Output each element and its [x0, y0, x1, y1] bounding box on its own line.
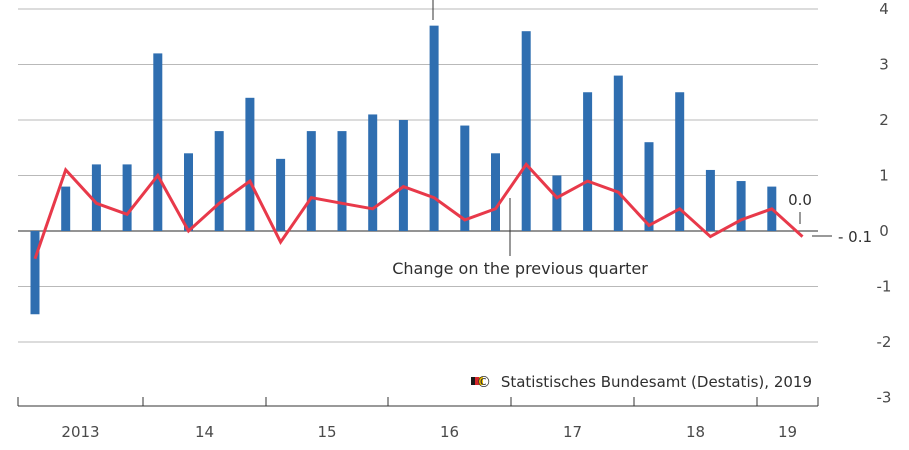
y-axis-tick-labels: 4 3 2 1 0 -1 -2 -3 [877, 0, 892, 407]
x-year-label: 2013 [61, 423, 99, 441]
bar [306, 131, 316, 231]
y-tick-label: 0 [879, 222, 889, 240]
bar [30, 231, 40, 315]
copyright-text: © Statistisches Bundesamt (Destatis), 20… [476, 373, 812, 391]
copyright-logo [471, 377, 483, 385]
x-year-label: 19 [778, 423, 797, 441]
line-series [33, 162, 804, 260]
x-axis-year-labels: 2013 14 15 16 17 18 19 [61, 423, 797, 441]
last-line-value-label: - 0.1 [838, 228, 872, 246]
bar [429, 25, 439, 232]
bar-series [30, 25, 777, 315]
x-year-label: 17 [563, 423, 582, 441]
bar [368, 114, 378, 231]
bar [521, 31, 531, 232]
x-axis [17, 397, 819, 407]
bar [122, 164, 132, 231]
bar [245, 97, 255, 231]
bar [583, 92, 593, 231]
last-bar-value-label: 0.0 [788, 191, 812, 209]
bar [276, 158, 286, 231]
bar [675, 92, 685, 231]
line-path [33, 162, 804, 260]
y-tick-label: -3 [877, 389, 892, 407]
bar [491, 153, 500, 231]
bar [552, 175, 562, 231]
x-year-label: 15 [317, 423, 336, 441]
y-tick-label: 2 [879, 111, 889, 129]
bar [214, 131, 224, 231]
bar [153, 53, 163, 232]
y-tick-label: 4 [879, 0, 889, 18]
bar [460, 125, 470, 231]
gridlines [18, 8, 818, 343]
bar [613, 75, 623, 231]
y-tick-label: -1 [877, 278, 892, 296]
x-year-label: 18 [686, 423, 705, 441]
x-year-label: 14 [195, 423, 214, 441]
y-tick-label: -2 [877, 333, 892, 351]
bar [644, 142, 654, 231]
line-series-label: Change on the previous quarter [392, 259, 648, 278]
bar [398, 120, 408, 231]
bar [91, 164, 101, 231]
y-tick-label: 3 [879, 56, 889, 74]
x-year-label: 16 [440, 423, 459, 441]
bar [337, 131, 347, 231]
bar [705, 169, 715, 231]
bar [184, 153, 193, 231]
y-tick-label: 1 [879, 167, 889, 185]
bar [61, 186, 71, 231]
bar [736, 181, 746, 231]
